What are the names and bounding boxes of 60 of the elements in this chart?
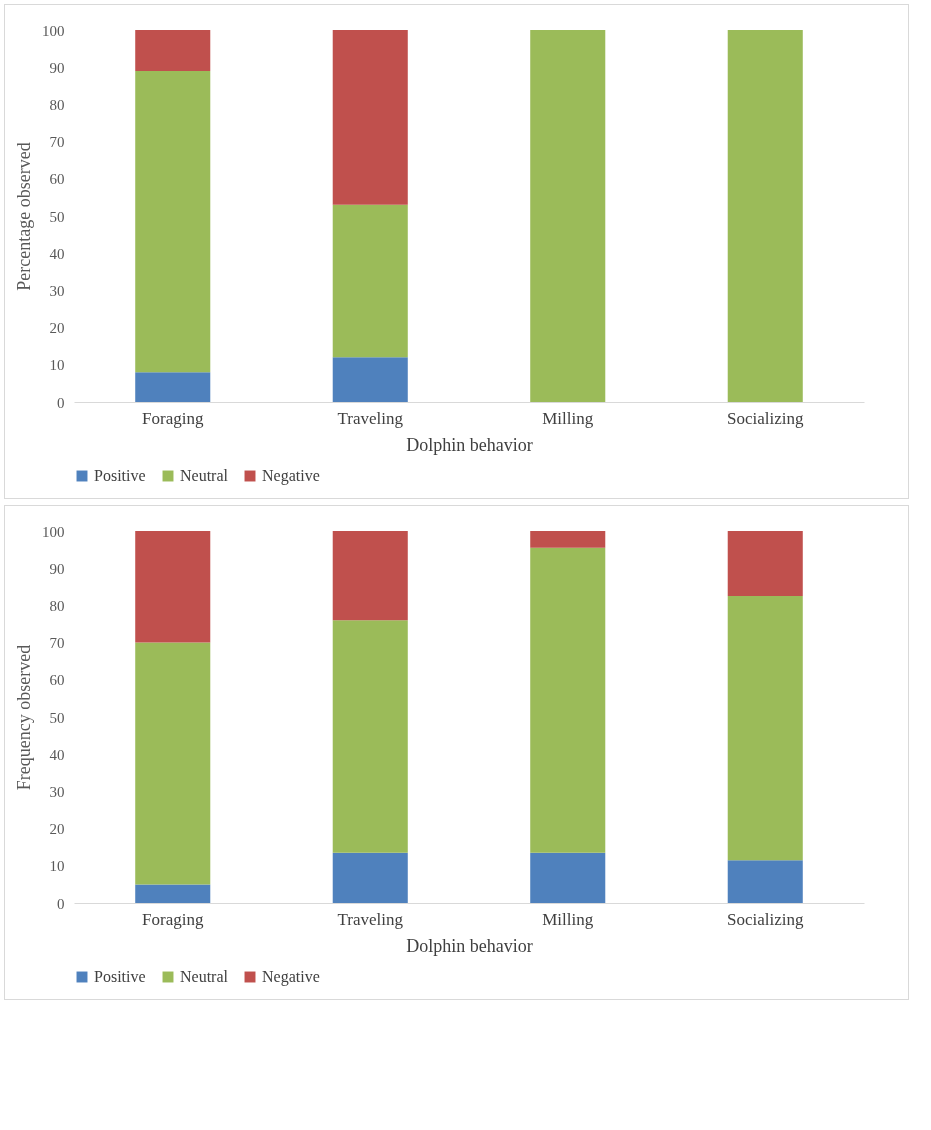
legend-label: Neutral — [180, 467, 229, 484]
x-tick-label: Milling — [542, 909, 594, 929]
y-tick-label: 60 — [49, 171, 65, 188]
y-axis-title: Percentage observed — [14, 142, 34, 291]
x-tick-label: Milling — [542, 408, 594, 428]
bar — [135, 70, 211, 373]
bar — [135, 30, 211, 71]
y-tick-label: 90 — [49, 560, 65, 577]
y-tick-label: 50 — [49, 709, 65, 726]
legend-label: Positive — [94, 467, 146, 484]
x-axis-title: Dolphin behavior — [406, 935, 533, 956]
y-tick-label: 100 — [42, 523, 65, 540]
legend-label: Negative — [262, 467, 320, 485]
bar — [530, 30, 606, 402]
bar — [727, 30, 803, 402]
y-axis-title: Frequency observed — [14, 644, 34, 791]
y-tick-label: 100 — [42, 22, 65, 39]
y-tick-label: 40 — [49, 746, 65, 763]
y-tick-label: 70 — [49, 134, 65, 151]
y-tick-label: 20 — [49, 821, 65, 838]
bar — [530, 547, 606, 853]
y-tick-label: 70 — [49, 635, 65, 652]
bar — [530, 531, 606, 548]
x-tick-label: Traveling — [337, 408, 404, 428]
x-tick-label: Foraging — [142, 909, 204, 929]
x-tick-label: Socializing — [727, 909, 804, 929]
y-tick-label: 30 — [49, 783, 65, 800]
y-tick-label: 40 — [49, 245, 65, 262]
bar — [332, 852, 408, 903]
x-axis-title: Dolphin behavior — [406, 434, 533, 455]
bar — [135, 372, 211, 402]
y-tick-label: 0 — [57, 895, 65, 912]
bar — [530, 852, 606, 903]
bar — [332, 204, 408, 358]
bar — [332, 30, 408, 205]
bar — [727, 531, 803, 597]
y-tick-label: 80 — [49, 96, 65, 113]
y-tick-label: 10 — [49, 858, 65, 875]
bar — [727, 860, 803, 903]
legend-label: Neutral — [180, 968, 229, 985]
y-tick-label: 0 — [57, 394, 65, 411]
bar — [135, 531, 211, 643]
y-tick-label: 50 — [49, 208, 65, 225]
y-tick-label: 30 — [49, 282, 65, 299]
x-tick-label: Socializing — [727, 408, 804, 428]
bar — [332, 531, 408, 621]
y-tick-label: 90 — [49, 59, 65, 76]
bar — [135, 884, 211, 903]
y-tick-label: 80 — [49, 597, 65, 614]
bar — [332, 357, 408, 402]
x-tick-label: Foraging — [142, 408, 204, 428]
bar — [332, 620, 408, 853]
x-tick-label: Traveling — [337, 909, 404, 929]
legend-label: Positive — [94, 968, 146, 985]
legend-label: Negative — [262, 968, 320, 986]
y-tick-label: 10 — [49, 357, 65, 374]
y-tick-label: 20 — [49, 320, 65, 337]
bar — [727, 596, 803, 861]
y-tick-label: 60 — [49, 672, 65, 689]
bar — [135, 642, 211, 885]
